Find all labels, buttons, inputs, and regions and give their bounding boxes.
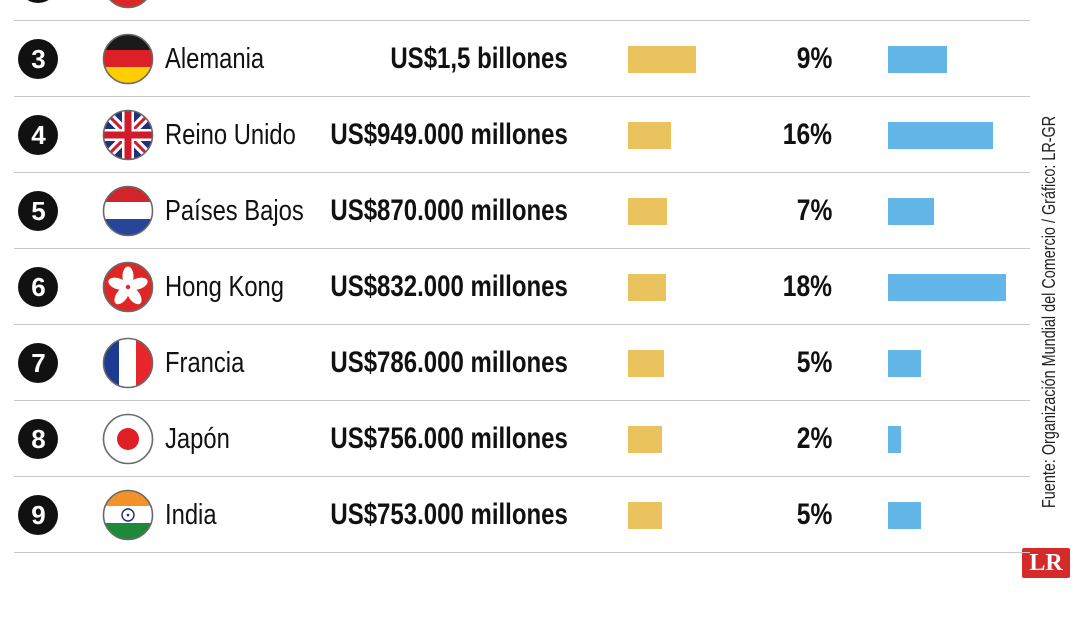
table-row: 6 Hong Kong US$832.000 millones 18% [0, 249, 1030, 325]
rank-badge: 3 [18, 39, 58, 79]
uk-flag-icon [102, 109, 154, 161]
amount-label: US$832.000 millones [330, 270, 568, 303]
table-row [0, 553, 1030, 629]
table-row: 8 Japón US$756.000 millones 2% [0, 401, 1030, 477]
country-name: Japón [165, 423, 230, 455]
pct-bar [888, 502, 921, 529]
table-row: 9 India US$753.000 millones 5% [0, 477, 1030, 553]
rank-badge: 8 [18, 419, 58, 459]
rank-badge: 6 [18, 267, 58, 307]
amount-bar [628, 46, 696, 73]
table-row: 2 [0, 0, 1030, 21]
pct-bar [888, 274, 1006, 301]
red-circle-flag-icon [103, 0, 153, 9]
pct-label: 2% [796, 422, 832, 455]
row-divider [14, 172, 1030, 173]
amount-label: US$756.000 millones [330, 422, 568, 455]
row-divider [14, 476, 1030, 477]
pct-bar [888, 122, 993, 149]
table-row: 3 Alemania US$1,5 billones 9% [0, 21, 1030, 97]
country-name: Hong Kong [165, 271, 285, 303]
amount-bar [628, 502, 662, 529]
ranking-table: Fuente: Organización Mundial del Comerci… [0, 0, 1070, 578]
table-row: 7 Francia US$786.000 millones 5% [0, 325, 1030, 401]
pct-label: 18% [782, 270, 832, 303]
amount-label: US$1,5 billones [390, 42, 568, 75]
amount-bar [628, 350, 664, 377]
pct-label: 16% [782, 118, 832, 151]
row-divider [14, 552, 1030, 553]
pct-label: 5% [796, 346, 832, 379]
row-divider [14, 96, 1030, 97]
rank-badge: 4 [18, 115, 58, 155]
amount-bar [628, 198, 667, 225]
rank-badge: 2 [18, 0, 58, 3]
rank-badge: 9 [18, 495, 58, 535]
pct-bar [888, 426, 901, 453]
pct-bar [888, 46, 947, 73]
amount-label: US$786.000 millones [330, 346, 568, 379]
amount-label: US$870.000 millones [330, 194, 568, 227]
japan-flag-icon [102, 413, 154, 465]
india-flag-icon [102, 489, 154, 541]
amount-label: US$949.000 millones [330, 118, 568, 151]
rank-badge: 7 [18, 343, 58, 383]
row-divider [14, 400, 1030, 401]
netherlands-flag-icon [102, 185, 154, 237]
country-name: Reino Unido [165, 119, 296, 151]
amount-bar [628, 122, 671, 149]
germany-flag-icon [102, 33, 154, 85]
row-divider [14, 248, 1030, 249]
pct-bar [888, 198, 934, 225]
row-divider [14, 20, 1030, 21]
hong-kong-flag-icon [102, 261, 154, 313]
pct-label: 9% [796, 42, 832, 75]
pct-bar [888, 350, 921, 377]
amount-bar [628, 426, 662, 453]
source-note: Fuente: Organización Mundial del Comerci… [1039, 115, 1059, 508]
rank-badge: 5 [18, 191, 58, 231]
table-row: 5 Países Bajos US$870.000 millones 7% [0, 173, 1030, 249]
row-divider [14, 324, 1030, 325]
pct-label: 7% [796, 194, 832, 227]
amount-bar [628, 274, 666, 301]
country-name: Alemania [165, 43, 265, 75]
table-row: 4 Reino Unido US$949.000 millones 16% [0, 97, 1030, 173]
amount-label: US$753.000 millones [330, 498, 568, 531]
country-name: Países Bajos [165, 195, 304, 227]
pct-label: 5% [796, 498, 832, 531]
country-name: India [165, 499, 217, 531]
country-name: Francia [165, 347, 245, 379]
france-flag-icon [102, 337, 154, 389]
